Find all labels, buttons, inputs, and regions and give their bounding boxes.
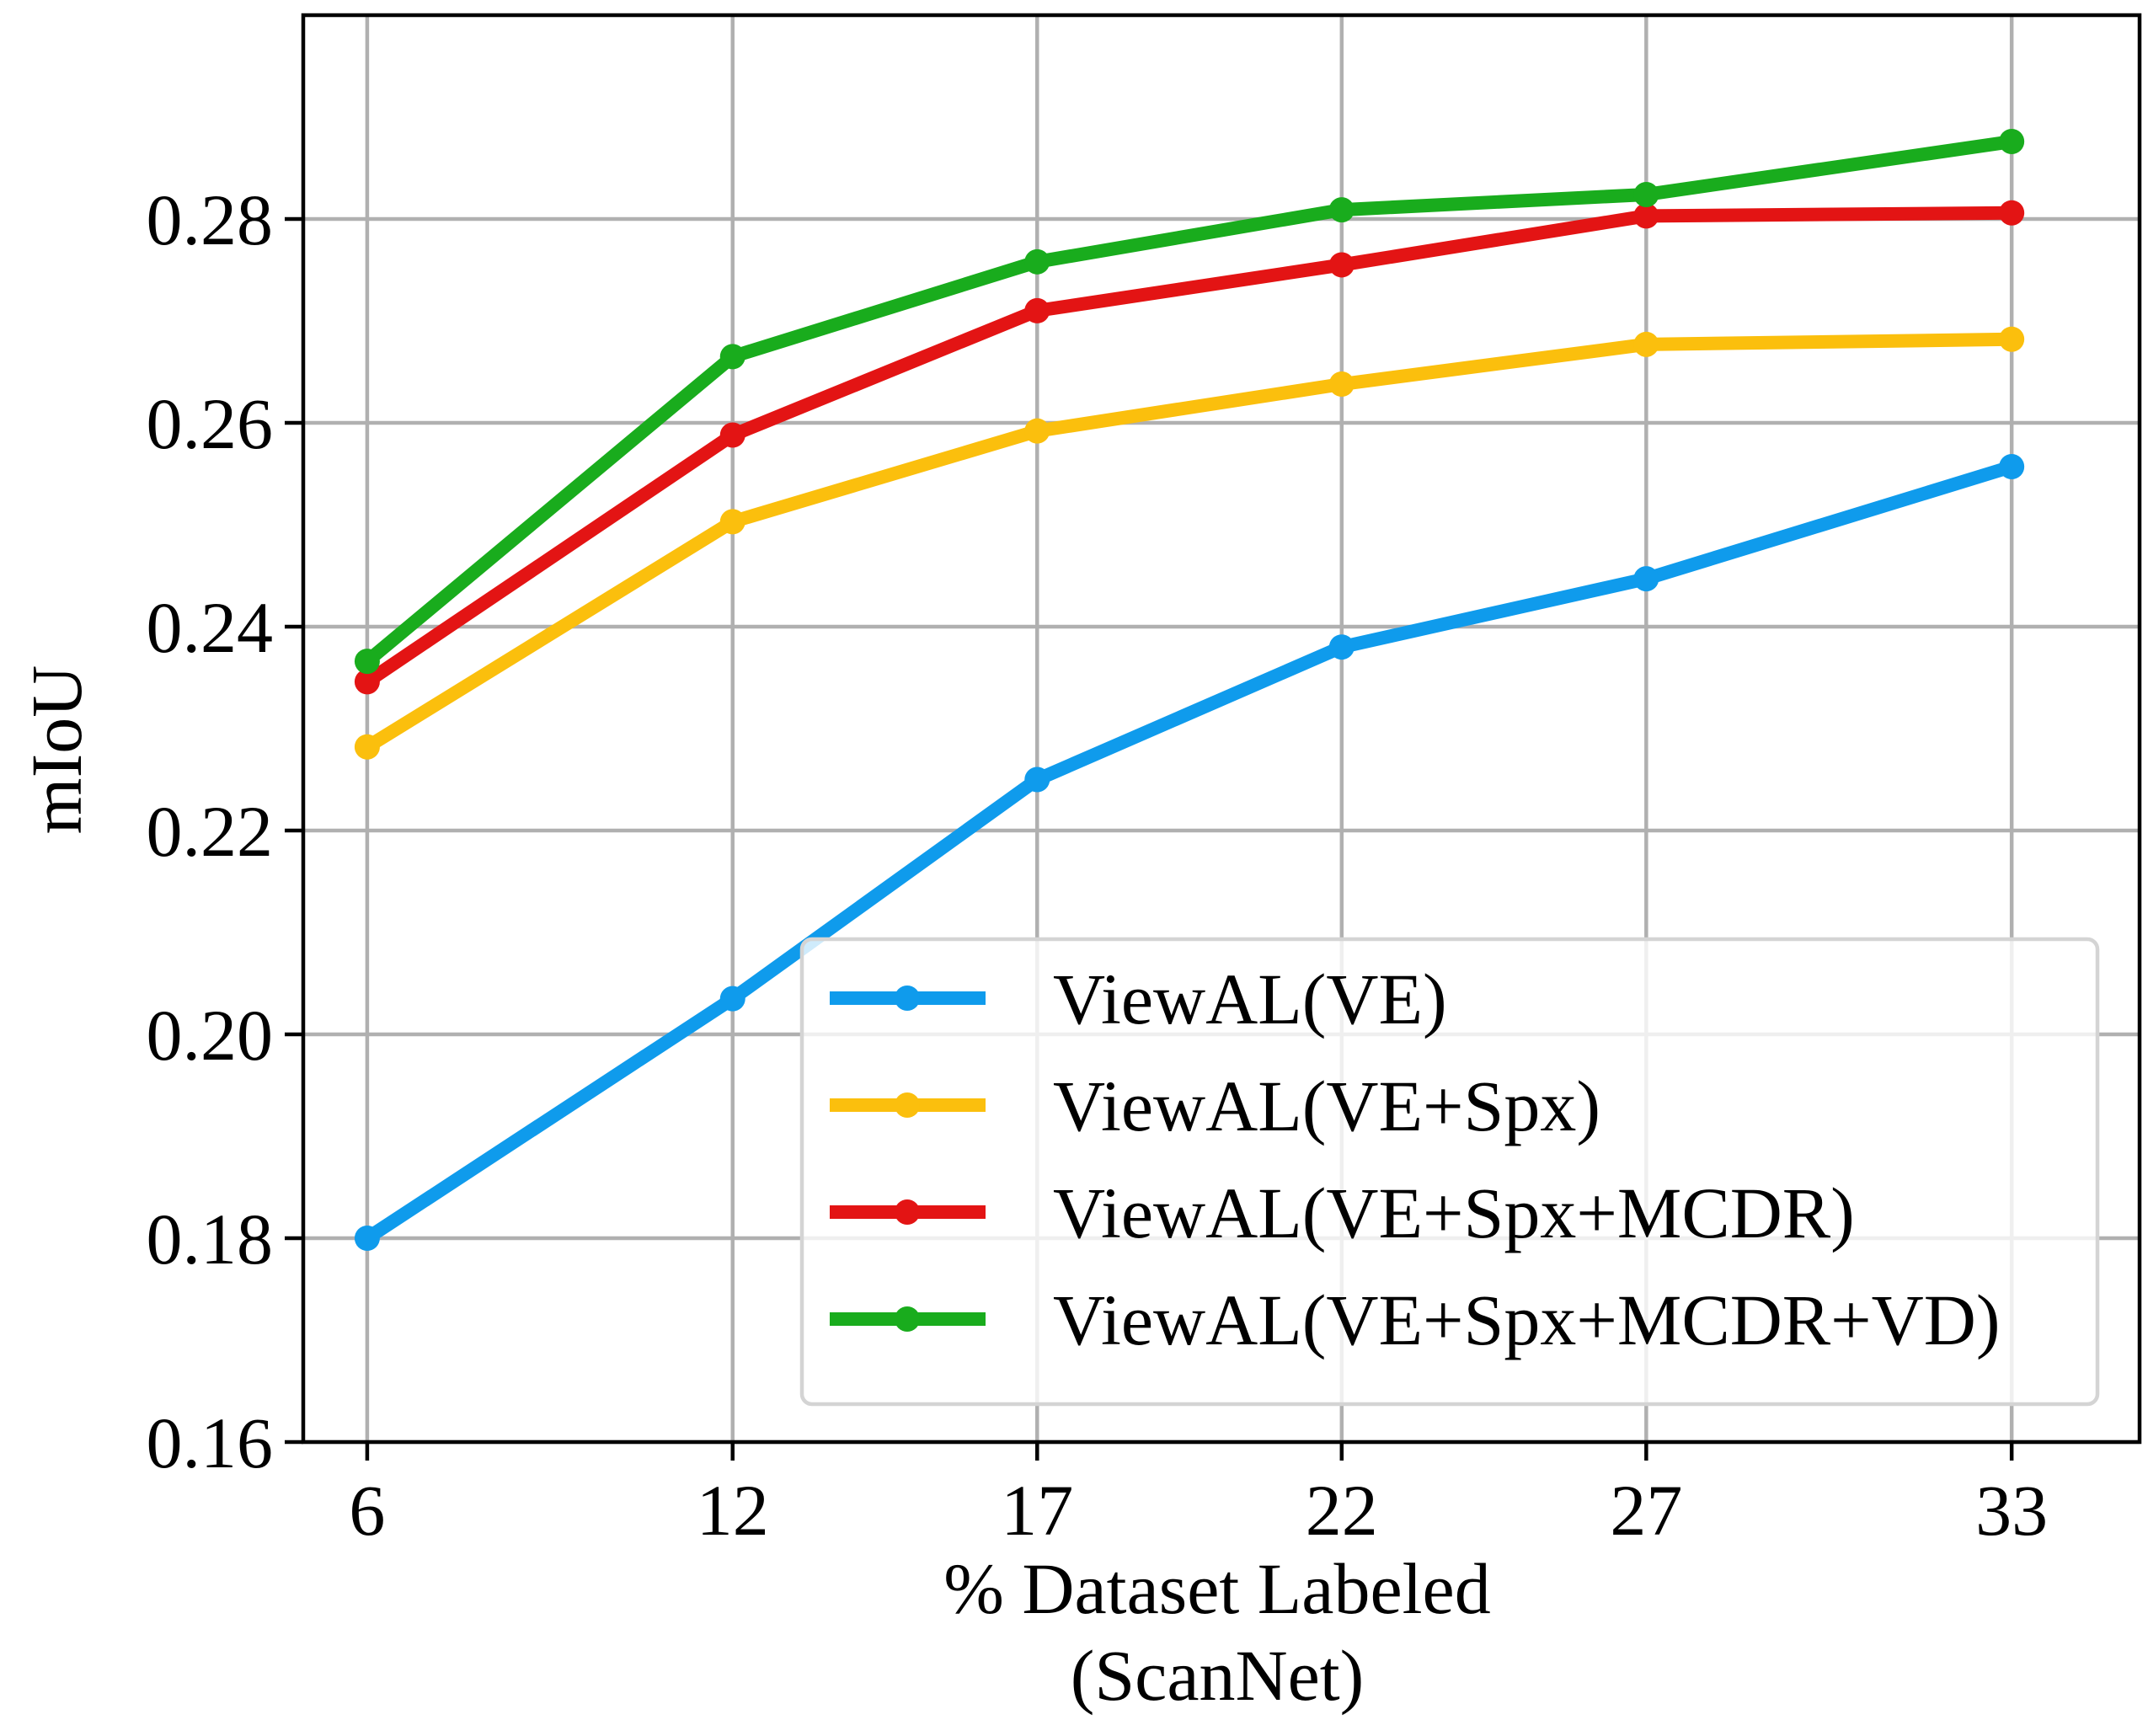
series-3 xyxy=(354,200,2025,695)
series-line xyxy=(360,460,2019,1245)
x-tick-label: 12 xyxy=(697,1470,769,1551)
data-point xyxy=(1024,418,1050,444)
legend-entry: ViewAL(VE+Spx+MCDR+VD) xyxy=(830,1279,2001,1360)
series-1 xyxy=(354,454,2025,1251)
data-point xyxy=(1999,326,2025,352)
series-layer xyxy=(354,129,2025,1251)
data-point xyxy=(719,986,745,1012)
data-point xyxy=(1328,371,1355,398)
legend-swatch-marker xyxy=(895,1092,920,1118)
legend-entry: ViewAL(VE) xyxy=(830,959,1447,1039)
y-tick-label: 0.26 xyxy=(147,383,274,464)
series-line xyxy=(360,206,2019,689)
x-tick-label: 6 xyxy=(349,1470,385,1551)
data-point xyxy=(719,509,745,535)
data-point xyxy=(1024,248,1050,275)
y-tick-label: 0.16 xyxy=(147,1402,274,1483)
legend-entry: ViewAL(VE+Spx+MCDR) xyxy=(830,1172,1855,1253)
y-tick-label: 0.24 xyxy=(147,587,274,668)
x-axis-title: % Dataset Labeled xyxy=(943,1548,1490,1629)
x-tick-label: 33 xyxy=(1975,1470,2048,1551)
data-point xyxy=(1633,566,1659,592)
data-point xyxy=(719,344,745,370)
legend-label: ViewAL(VE+Spx) xyxy=(1053,1066,1600,1146)
x-tick-label: 17 xyxy=(1001,1470,1073,1551)
series-4 xyxy=(354,129,2025,675)
y-tick-label: 0.18 xyxy=(147,1199,274,1279)
legend-swatch-marker xyxy=(895,1306,920,1332)
y-tick-label: 0.28 xyxy=(147,179,274,260)
x-tick-label: 27 xyxy=(1610,1470,1682,1551)
series-line xyxy=(360,135,2019,669)
legend-label: ViewAL(VE+Spx+MCDR) xyxy=(1053,1172,1855,1253)
data-point xyxy=(1024,767,1050,793)
data-point xyxy=(1328,197,1355,223)
legend-swatch-marker xyxy=(895,1199,920,1225)
legend-entry: ViewAL(VE+Spx) xyxy=(830,1066,1600,1146)
legend-label: ViewAL(VE) xyxy=(1053,959,1447,1039)
data-point xyxy=(1633,181,1659,207)
data-point xyxy=(1328,252,1355,278)
plot-frame xyxy=(301,13,2142,1445)
data-point xyxy=(1999,200,2025,226)
series-2 xyxy=(354,326,2025,760)
x-axis-subtitle: (ScanNet) xyxy=(1071,1635,1365,1716)
y-tick-label: 0.20 xyxy=(147,995,274,1076)
legend-label: ViewAL(VE+Spx+MCDR+VD) xyxy=(1053,1279,2001,1360)
data-point xyxy=(354,669,380,695)
data-point xyxy=(1633,331,1659,357)
y-tick-label: 0.22 xyxy=(147,791,274,872)
legend-box xyxy=(799,937,2100,1407)
data-point xyxy=(354,734,380,760)
series-line xyxy=(360,332,2019,754)
data-point xyxy=(1999,129,2025,155)
x-axis: 6 12 17 22 27 33 xyxy=(349,1442,2048,1551)
y-axis: 0.16 0.18 0.20 0.22 0.24 0.26 0.28 xyxy=(147,179,303,1483)
y-axis-title: mIoU xyxy=(16,665,97,835)
data-point xyxy=(1328,634,1355,660)
data-point xyxy=(1633,203,1659,229)
x-tick-label: 22 xyxy=(1306,1470,1378,1551)
data-point xyxy=(1999,454,2025,480)
data-point xyxy=(354,1226,380,1251)
legend: ViewAL(VE) ViewAL(VE+Spx) ViewAL(VE+Spx+MC… xyxy=(799,937,2100,1407)
legend-swatch-marker xyxy=(895,986,920,1011)
data-point xyxy=(354,649,380,675)
data-point xyxy=(719,422,745,448)
data-point xyxy=(1024,297,1050,323)
